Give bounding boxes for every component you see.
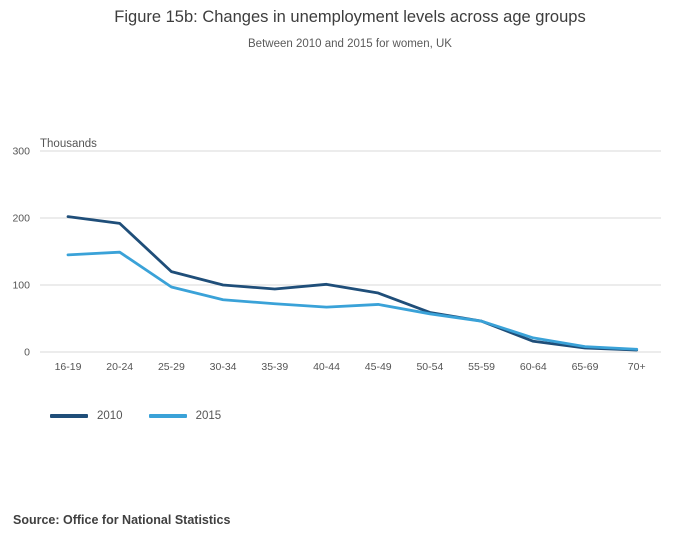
- x-tick-label: 16-19: [55, 361, 82, 373]
- data-series-lines: [66, 215, 639, 352]
- y-axis-tick-labels: 0 100 200 300: [12, 146, 30, 359]
- series-line-2010: [66, 215, 639, 352]
- x-tick-label: 30-34: [210, 361, 237, 373]
- x-tick-label: 20-24: [106, 361, 133, 373]
- x-tick-label: 25-29: [158, 361, 185, 373]
- x-tick-label: 60-64: [520, 361, 547, 373]
- chart-subtitle: Between 2010 and 2015 for women, UK: [248, 38, 452, 50]
- x-tick-label: 50-54: [416, 361, 443, 373]
- x-tick-label: 35-39: [261, 361, 288, 373]
- gridlines: [40, 150, 661, 353]
- x-tick-label: 55-59: [468, 361, 495, 373]
- legend-swatch-2015: [148, 414, 187, 418]
- y-tick-label: 300: [12, 146, 30, 158]
- source-attribution: Source: Office for National Statistics: [13, 513, 231, 527]
- y-tick-label: 0: [24, 347, 30, 359]
- legend-swatch-2010: [50, 414, 88, 418]
- legend-item-2015[interactable]: 2015: [148, 410, 222, 422]
- x-tick-label: 65-69: [572, 361, 599, 373]
- x-tick-label: 40-44: [313, 361, 340, 373]
- chart-legend: 2010 2015: [50, 410, 221, 422]
- legend-item-2010[interactable]: 2010: [50, 410, 123, 422]
- x-tick-label: 45-49: [365, 361, 392, 373]
- series-line-2015: [66, 250, 639, 351]
- x-tick-label: 70+: [628, 361, 646, 373]
- y-tick-label: 100: [12, 280, 30, 292]
- y-tick-label: 200: [12, 213, 30, 225]
- legend-label-2010: 2010: [97, 410, 123, 422]
- line-chart-plot-area: Thousands 0 100 200 300 16-19 20-24 25-29 30-3…: [12, 138, 661, 373]
- x-axis-tick-labels: 16-19 20-24 25-29 30-34 35-39 40-44 45-49 50-54…: [55, 361, 646, 373]
- y-axis-unit-label: Thousands: [40, 138, 97, 150]
- chart-title: Figure 15b: Changes in unemployment leve…: [114, 8, 586, 26]
- legend-label-2015: 2015: [195, 410, 222, 422]
